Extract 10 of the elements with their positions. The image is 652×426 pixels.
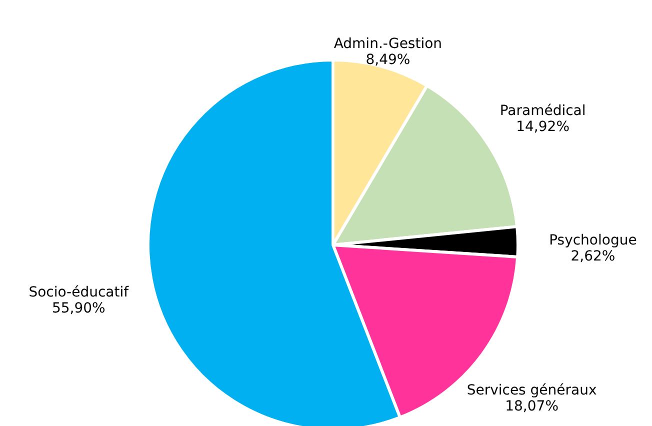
slice-label: Paramédical [500, 102, 586, 119]
data-label: 14,92% [516, 118, 570, 135]
slice-label: Admin.-Gestion [334, 36, 442, 52]
slice-label: Psychologue [549, 232, 637, 248]
slice-label: Services généraux [466, 382, 597, 399]
data-label: 55,90% [52, 300, 106, 317]
data-label: 2,62% [570, 248, 616, 264]
data-label: 18,07% [505, 398, 558, 415]
data-label: 8,49% [366, 52, 410, 68]
slice-label: Socio-éducatif [28, 284, 130, 301]
